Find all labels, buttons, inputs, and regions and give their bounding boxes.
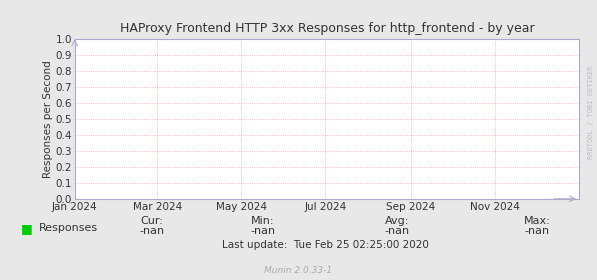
Text: Cur:: Cur: [141,216,164,226]
Text: Avg:: Avg: [385,216,409,226]
Text: Munin 2.0.33-1: Munin 2.0.33-1 [264,266,333,275]
Text: Min:: Min: [251,216,275,226]
Y-axis label: Responses per Second: Responses per Second [42,60,53,178]
Text: Last update:  Tue Feb 25 02:25:00 2020: Last update: Tue Feb 25 02:25:00 2020 [222,240,429,250]
Title: HAProxy Frontend HTTP 3xx Responses for http_frontend - by year: HAProxy Frontend HTTP 3xx Responses for … [119,22,534,35]
Text: -nan: -nan [250,226,275,236]
Text: Responses: Responses [39,223,98,233]
Text: -nan: -nan [140,226,165,236]
Text: RRDTOOL / TOBI OETIKER: RRDTOOL / TOBI OETIKER [588,65,594,159]
Text: ■: ■ [21,222,33,235]
Text: Max:: Max: [524,216,550,226]
Text: -nan: -nan [525,226,550,236]
Text: -nan: -nan [384,226,410,236]
